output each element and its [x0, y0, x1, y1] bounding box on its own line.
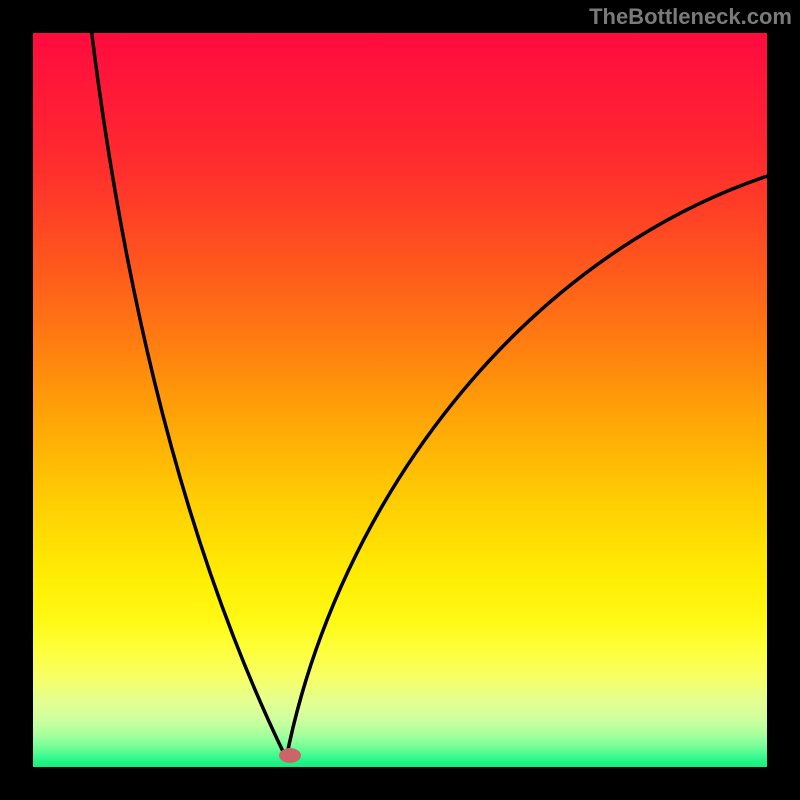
chart-background-gradient — [33, 33, 767, 767]
chart-canvas: TheBottleneck.com — [0, 0, 800, 800]
watermark-text: TheBottleneck.com — [589, 4, 792, 30]
chart-plot-area — [33, 33, 767, 767]
